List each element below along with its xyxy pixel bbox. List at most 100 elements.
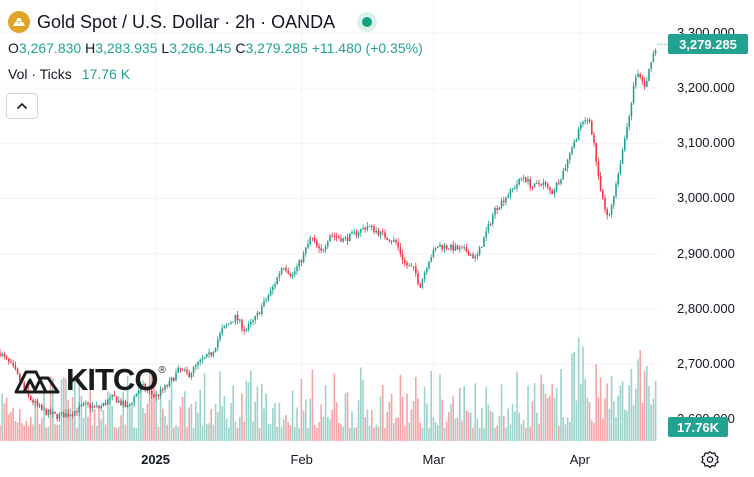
volume-bar — [225, 418, 228, 441]
volume-bar — [3, 403, 6, 441]
volume-bar — [571, 353, 573, 441]
candle-body — [67, 413, 69, 416]
candle-body — [173, 377, 175, 381]
volume-bar — [509, 424, 512, 441]
volume-bar — [481, 407, 483, 441]
candle-body — [357, 232, 360, 236]
candle-body — [646, 80, 648, 87]
volume-bar — [412, 400, 415, 441]
candle-body — [529, 179, 531, 188]
candle-body — [538, 182, 540, 185]
x-tick-label: Mar — [422, 452, 445, 467]
volume-bar — [632, 404, 635, 441]
volume-bar — [30, 416, 32, 441]
volume-bar — [294, 426, 296, 441]
candle-body — [412, 266, 415, 268]
candle-body — [155, 394, 157, 397]
candle-body — [621, 150, 624, 164]
volume-bar — [558, 425, 560, 441]
volume-bar — [483, 427, 485, 441]
volume-bar — [613, 401, 615, 441]
candle-body — [386, 237, 388, 240]
volume-bar — [505, 427, 507, 441]
candle-body — [63, 412, 65, 418]
candle-body — [322, 249, 325, 251]
volume-bar — [56, 424, 58, 441]
candle-body — [252, 320, 254, 322]
candle-body — [300, 260, 303, 263]
candle-body — [571, 147, 573, 154]
volume-bar — [588, 402, 591, 441]
candle-body — [346, 237, 349, 241]
candle-body — [305, 247, 307, 254]
chart-title[interactable]: Gold Spot / U.S. Dollar · 2h · OANDA — [37, 11, 336, 32]
volume-bar — [283, 419, 285, 441]
candle-body — [217, 339, 219, 348]
volume-bar — [298, 427, 300, 441]
market-open-dot-icon — [357, 12, 378, 32]
volume-bar — [467, 411, 470, 441]
volume-bar — [443, 427, 446, 441]
volume-bar — [608, 408, 611, 441]
candle-body — [452, 244, 454, 251]
candle-body — [102, 402, 105, 406]
volume-bar — [621, 381, 624, 441]
volume-label[interactable]: Vol · Ticks — [8, 66, 72, 82]
candle-body — [500, 200, 503, 208]
high-label: H — [85, 40, 96, 56]
candle-body — [298, 260, 300, 267]
candle-body — [247, 324, 250, 330]
volume-bar — [175, 425, 177, 441]
gear-icon[interactable] — [700, 450, 720, 470]
candle-body — [186, 369, 188, 373]
volume-bar — [203, 373, 206, 441]
volume-value: 17.76 K — [81, 66, 131, 82]
candle-body — [179, 367, 182, 370]
volume-bar — [615, 416, 617, 441]
volume-bar — [232, 385, 234, 441]
candle-body — [505, 197, 507, 203]
volume-bar — [531, 401, 534, 441]
collapse-legend-button[interactable] — [6, 93, 38, 119]
candle-body — [582, 121, 584, 125]
candle-body — [190, 373, 193, 378]
candle-body — [214, 347, 217, 353]
candle-body — [320, 248, 322, 251]
candle-body — [60, 412, 63, 415]
candle-body — [49, 409, 52, 415]
candle-body — [360, 229, 362, 233]
volume-bar — [489, 411, 492, 441]
volume-bar — [637, 359, 639, 441]
volume-bar — [500, 384, 503, 441]
candle-body — [283, 267, 285, 269]
candle-body — [351, 231, 353, 234]
candle-body — [192, 366, 195, 374]
candle-body — [58, 414, 61, 419]
close-label: C — [235, 40, 246, 56]
volume-bar — [153, 380, 155, 441]
volume-bar — [316, 427, 318, 441]
volume-bar — [181, 396, 184, 441]
volume-bar — [291, 390, 294, 441]
candle-body — [10, 361, 12, 363]
open-value: 3,267.830 — [18, 40, 82, 56]
candle-body — [16, 369, 19, 374]
volume-bar — [441, 399, 443, 441]
volume-bar — [364, 417, 366, 441]
candle-body — [481, 246, 483, 248]
candle-body — [307, 243, 309, 248]
candle-body — [575, 140, 578, 142]
candle-body — [236, 314, 239, 321]
volume-bar — [217, 412, 219, 441]
volume-bar — [335, 402, 338, 441]
candle-body — [544, 182, 547, 185]
volume-bar — [586, 397, 589, 441]
volume-bar — [280, 426, 283, 441]
candle-body — [399, 247, 402, 254]
volume-bar — [410, 409, 413, 441]
volume-bar — [423, 387, 426, 441]
volume-bar — [228, 427, 230, 441]
candle-body — [164, 385, 166, 390]
candle-body — [520, 178, 523, 180]
